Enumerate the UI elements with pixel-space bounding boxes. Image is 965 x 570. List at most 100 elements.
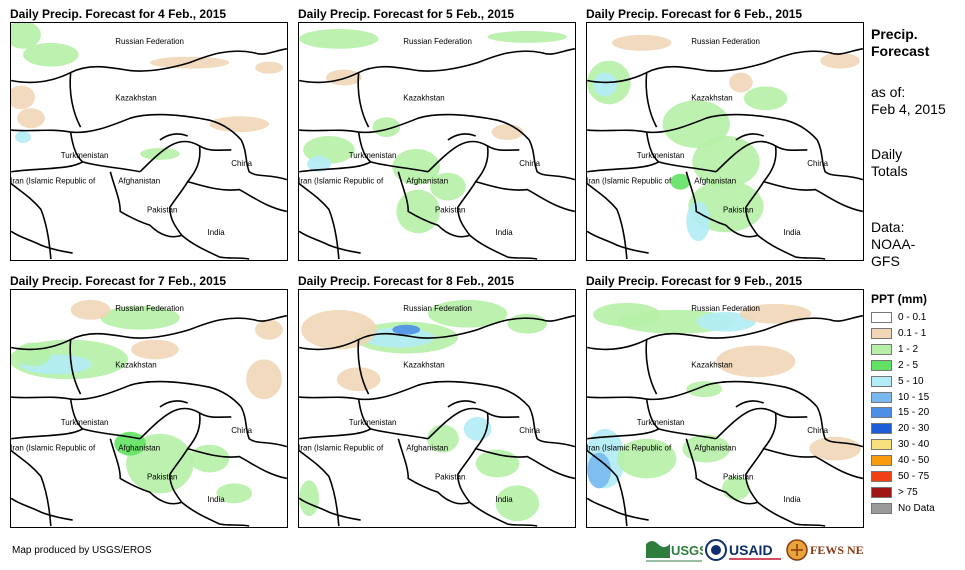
legend-label: 10 - 15 — [898, 391, 930, 403]
precip-area — [696, 311, 756, 332]
country-border — [11, 497, 73, 521]
country-border — [475, 180, 575, 213]
country-label-china: China — [519, 426, 540, 435]
country-border — [69, 72, 82, 128]
legend-swatch — [871, 471, 892, 482]
country-border — [587, 47, 863, 84]
country-label-afghanistan: Afghanistan — [406, 444, 448, 453]
legend-swatch — [871, 359, 892, 371]
usgs-logo: USGS — [645, 538, 708, 564]
map-canvas: Russian Federation Kazakhstan Turkmenistan… — [299, 28, 575, 260]
precip-area — [686, 381, 723, 398]
precip-map: Russian Federation Kazakhstan Turkmenistan… — [586, 289, 864, 528]
precip-area — [662, 100, 730, 148]
country-border — [397, 438, 471, 505]
precip-area — [495, 485, 540, 522]
panel-title: Daily Precip. Forecast for 6 Feb., 2015 — [586, 7, 803, 21]
country-label-pakistan: Pakistan — [147, 205, 177, 214]
precip-area — [11, 23, 41, 49]
data-source-line1: Data: — [871, 219, 905, 235]
country-label-turkmenistan: Turkmenistan — [637, 418, 685, 427]
precip-area — [820, 52, 860, 69]
precip-area — [491, 124, 524, 141]
data-source-line2: NOAA- — [871, 236, 916, 252]
precip-area — [507, 313, 548, 334]
country-label-iran: Iran (Islamic Republic of — [299, 177, 384, 186]
fewsnet-logo-text: FEWS NET — [810, 543, 864, 557]
precip-area — [372, 117, 401, 138]
country-label-kazakhstan: Kazakhstan — [403, 93, 444, 102]
map-credit: Map produced by USGS/EROS — [12, 545, 152, 556]
country-border — [187, 180, 287, 213]
country-border — [587, 161, 659, 173]
country-border — [447, 400, 476, 408]
country-border — [11, 380, 242, 408]
country-border — [587, 230, 649, 254]
country-border — [735, 133, 764, 141]
country-border — [299, 314, 575, 351]
map-canvas: Russian Federation Kazakhstan Turkmenistan… — [587, 34, 863, 260]
country-border — [587, 428, 659, 440]
country-border — [469, 234, 538, 260]
country-label-pakistan: Pakistan — [435, 472, 465, 481]
country-border — [299, 497, 361, 521]
legend-swatch — [871, 486, 892, 498]
precip-area — [593, 72, 617, 97]
precip-area — [307, 155, 331, 172]
country-border — [457, 412, 489, 503]
precip-map: Russian Federation Kazakhstan Turkmenistan… — [10, 289, 288, 528]
legend-swatch — [871, 375, 892, 387]
country-border — [763, 180, 863, 213]
country-label-india: India — [784, 495, 802, 504]
country-border — [427, 140, 520, 173]
country-border — [816, 406, 863, 448]
asof-date: Feb 4, 2015 — [871, 101, 946, 117]
precip-area — [487, 30, 567, 43]
country-label-iran: Iran (Islamic Republic of — [299, 444, 384, 453]
country-border — [169, 412, 201, 503]
country-border — [587, 450, 628, 527]
country-label-kazakhstan: Kazakhstan — [403, 360, 444, 369]
legend-label: 1 - 2 — [898, 343, 919, 355]
country-border — [159, 133, 188, 141]
country-border — [139, 407, 232, 440]
country-label-china: China — [807, 159, 828, 168]
legend-swatch — [871, 391, 892, 403]
precip-area — [301, 309, 377, 350]
legend-label: 5 - 10 — [898, 375, 924, 387]
map-canvas: Russian Federation Kazakhstan Turkmenistan… — [11, 299, 287, 527]
country-border — [475, 447, 575, 480]
precip-map: Russian Federation Kazakhstan Turkmenistan… — [10, 22, 288, 261]
country-border — [715, 140, 808, 173]
country-label-turkmenistan: Turkmenistan — [61, 418, 109, 427]
map-canvas: Russian Federation Kazakhstan Turkmenistan… — [299, 299, 575, 527]
totals-line1: Daily — [871, 146, 903, 162]
country-label-india: India — [784, 228, 802, 237]
country-border — [447, 133, 476, 141]
country-border — [587, 113, 818, 141]
precip-area — [11, 85, 35, 110]
precip-area — [255, 319, 283, 340]
country-label-pakistan: Pakistan — [435, 205, 465, 214]
legend-swatch — [871, 423, 892, 435]
precip-area — [15, 131, 31, 143]
country-label-kazakhstan: Kazakhstan — [691, 93, 732, 102]
legend-title: PPT (mm) — [871, 292, 928, 306]
country-border — [757, 501, 826, 527]
precip-area — [739, 303, 812, 324]
precip-area — [299, 480, 319, 517]
legend-label: 0 - 0.1 — [898, 312, 927, 323]
country-border — [11, 314, 287, 351]
precip-area — [743, 86, 788, 111]
country-border — [240, 139, 287, 181]
country-border — [587, 183, 628, 260]
country-border — [587, 497, 649, 521]
country-label-china: China — [519, 159, 540, 168]
country-label-pakistan: Pakistan — [723, 472, 753, 481]
country-border — [715, 407, 808, 440]
country-border — [299, 183, 340, 260]
country-border — [357, 339, 370, 395]
country-border — [11, 161, 83, 173]
precip-area — [209, 116, 269, 133]
usaid-logo-icon: USAID — [705, 539, 781, 561]
